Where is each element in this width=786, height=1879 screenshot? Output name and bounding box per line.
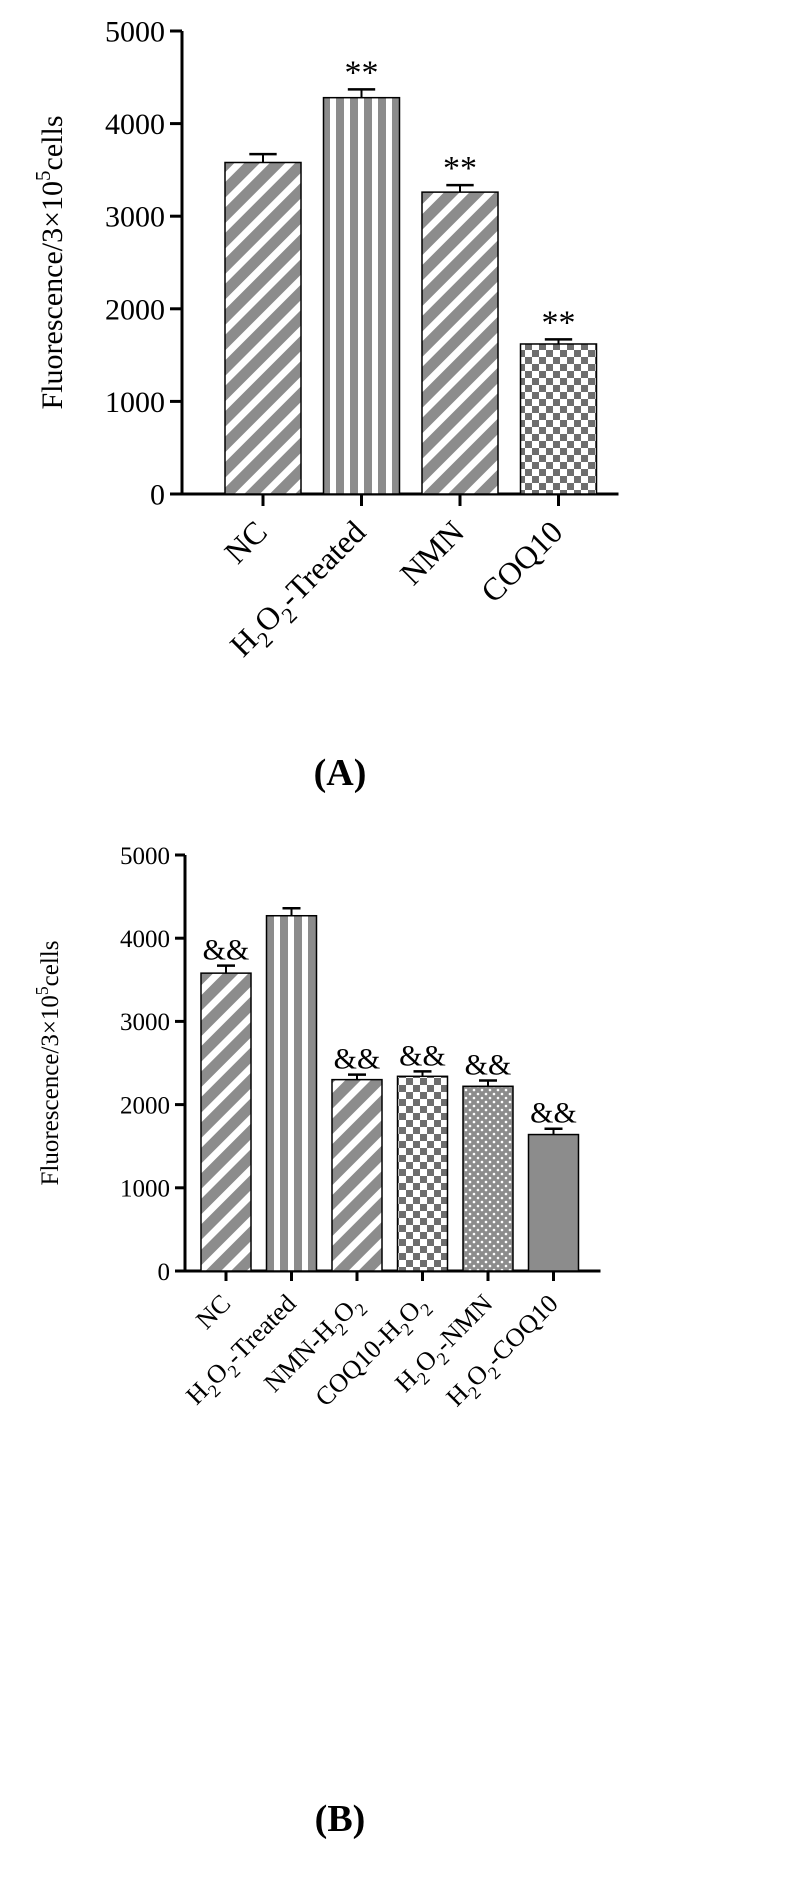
y-tick-label: 2000 xyxy=(120,1092,170,1119)
x-tick-label-text: -COQ10 xyxy=(480,1289,564,1373)
y-tick-label: 4000 xyxy=(120,926,170,953)
bar xyxy=(224,161,302,495)
y-tick-label: 0 xyxy=(158,1259,171,1286)
y-tick-label: 5000 xyxy=(120,843,170,870)
bar xyxy=(462,1085,514,1272)
bar xyxy=(200,972,252,1272)
significance-mark: && xyxy=(530,1097,577,1130)
y-axis-label: Fluorescence/3×105cells xyxy=(32,940,64,1185)
significance-mark: ** xyxy=(443,150,477,187)
y-axis-label-text: cells xyxy=(36,116,69,171)
x-tick-label: COQ10 xyxy=(474,513,570,609)
y-tick-label: 3000 xyxy=(105,201,165,234)
bar xyxy=(519,343,598,495)
chart-a: 0 1000 2000 3000 4000 5000 Fluorescence/3×105c… xyxy=(31,16,619,794)
significance-mark: && xyxy=(399,1039,446,1072)
y-axis-label-sup: 5 xyxy=(31,170,55,181)
panel-label: (B) xyxy=(315,1798,366,1840)
y-tick-label: 1000 xyxy=(120,1176,170,1203)
bar xyxy=(322,96,401,495)
y-axis-label-text: Fluorescence/3×10 xyxy=(36,181,69,410)
y-tick-label: 5000 xyxy=(105,16,165,49)
y-tick-label: 0 xyxy=(150,479,165,512)
y-axis-label: Fluorescence/3×105cells xyxy=(31,116,69,410)
x-tick-label-text: NC xyxy=(217,513,274,570)
x-tick-label-text: NMN xyxy=(393,513,471,591)
y-tick-label: 2000 xyxy=(105,293,165,326)
significance-mark: && xyxy=(334,1043,381,1076)
bar xyxy=(331,1078,383,1272)
significance-mark: ** xyxy=(542,304,576,341)
y-axis-label-text: cells xyxy=(37,940,64,986)
bar xyxy=(527,1133,580,1272)
x-tick-label: NC xyxy=(217,513,274,570)
y-axis-label-sup: 5 xyxy=(32,986,52,995)
significance-mark: && xyxy=(465,1048,512,1081)
significance-mark: ** xyxy=(345,54,379,91)
chart-b: 0 1000 2000 3000 4000 5000 Fluorescence/3×105c… xyxy=(32,843,601,1840)
x-tick-label: NC xyxy=(190,1289,236,1335)
y-tick-label: 3000 xyxy=(120,1009,170,1036)
x-tick-label-text: COQ10 xyxy=(474,513,570,609)
bar xyxy=(421,191,499,495)
bar xyxy=(396,1075,449,1272)
y-tick-label: 1000 xyxy=(105,386,165,419)
x-tick-label: NMN xyxy=(393,513,471,591)
panel-label: (A) xyxy=(314,752,367,794)
y-axis-label-text: Fluorescence/3×10 xyxy=(37,995,64,1185)
y-tick-label: 4000 xyxy=(105,108,165,141)
bar xyxy=(265,914,318,1272)
x-tick-label-text: NC xyxy=(190,1289,236,1335)
x-tick-label-text: -Treated xyxy=(271,513,372,614)
significance-mark: && xyxy=(203,934,250,967)
